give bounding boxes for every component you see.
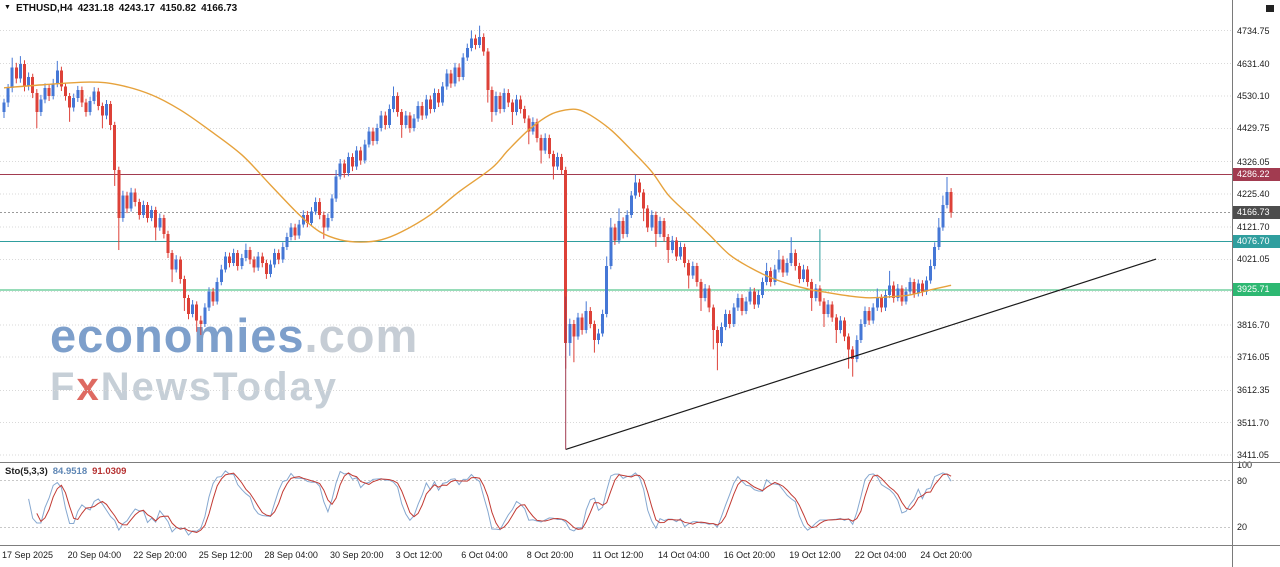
time-axis-label: 24 Oct 20:00 bbox=[920, 550, 972, 560]
time-axis-label: 22 Sep 20:00 bbox=[133, 550, 187, 560]
price-gridlines bbox=[0, 30, 1232, 456]
symbol-label: ETHUSD,H4 bbox=[15, 3, 73, 14]
time-axis-label: 17 Sep 2025 bbox=[2, 550, 54, 560]
price-tick-label: 3511.70 bbox=[1237, 417, 1269, 428]
time-axis-label: 20 Sep 04:00 bbox=[67, 550, 122, 560]
main-stoch-separator[interactable] bbox=[0, 462, 1280, 463]
low-value: 4150.82 bbox=[159, 3, 197, 14]
watermark: economies.com FxNewsToday bbox=[50, 312, 418, 407]
stoch-tick-label: 80 bbox=[1237, 475, 1248, 486]
moving-average-line[interactable] bbox=[3, 81, 952, 299]
price-tick-label: 3612.35 bbox=[1237, 385, 1270, 396]
high-value: 4243.17 bbox=[118, 3, 155, 14]
stochastic-label: Sto(5,3,3) bbox=[5, 466, 48, 477]
candles-series bbox=[2, 25, 953, 377]
price-tick-label: 4021.05 bbox=[1237, 254, 1270, 265]
time-axis-label: 19 Oct 12:00 bbox=[789, 550, 841, 560]
time-axis-label: 22 Oct 04:00 bbox=[854, 550, 907, 560]
price-tick-label: 4121.70 bbox=[1237, 222, 1270, 233]
watermark-subbrand-line: FxNewsToday bbox=[50, 367, 418, 407]
time-axis-label: 30 Sep 20:00 bbox=[330, 550, 384, 560]
price-tick-label: 4225.40 bbox=[1237, 188, 1270, 199]
stochastic-d-value: 91.0309 bbox=[92, 466, 127, 477]
watermark-sub-prefix: F bbox=[50, 365, 77, 409]
time-axis[interactable]: 17 Sep 2025 20 Sep 04:00 22 Sep 20:00 25 Se… bbox=[0, 546, 1232, 567]
watermark-sub-x: x bbox=[76, 365, 101, 409]
ohlc-readout: ▼ ETHUSD,H4 4231.18 4243.17 4150.82 4166.73 bbox=[4, 3, 242, 14]
price-tick-label: 4631.40 bbox=[1237, 58, 1270, 69]
time-axis-label: 16 Oct 20:00 bbox=[723, 550, 776, 560]
main-chart-canvas[interactable] bbox=[0, 0, 1232, 463]
price-tick-label: 3816.70 bbox=[1237, 319, 1270, 330]
price-badge-3925.71: 3925.71 bbox=[1233, 283, 1280, 297]
price-tick-label: 3716.05 bbox=[1237, 352, 1270, 363]
time-axis-label: 3 Oct 12:00 bbox=[395, 550, 443, 560]
stoch-timeaxis-separator[interactable] bbox=[0, 545, 1280, 546]
price-tick-label: 4326.05 bbox=[1237, 156, 1270, 167]
price-tick-label: 4530.10 bbox=[1237, 91, 1270, 102]
price-badge-4076.70: 4076.70 bbox=[1233, 234, 1280, 248]
price-axis[interactable]: 4734.75 4631.40 4530.10 4429.75 4326.05 4225.… bbox=[1232, 0, 1280, 567]
price-tick-label: 4734.75 bbox=[1237, 25, 1270, 36]
price-tick-label: 3411.05 bbox=[1237, 449, 1269, 460]
trendline-objects[interactable] bbox=[565, 229, 1157, 450]
watermark-brand: economies bbox=[50, 309, 305, 362]
time-axis-label: 8 Oct 20:00 bbox=[526, 550, 574, 560]
stoch-tick-label: 20 bbox=[1237, 522, 1248, 533]
stoch-tick-label: 100 bbox=[1237, 460, 1253, 470]
stochastic-readout: Sto(5,3,3) 84.9518 91.0309 bbox=[5, 466, 126, 477]
time-axis-label: 11 Oct 12:00 bbox=[592, 550, 644, 560]
watermark-brand-suffix: .com bbox=[304, 309, 419, 362]
time-axis-label: 28 Sep 04:00 bbox=[264, 550, 318, 560]
time-axis-label: 14 Oct 04:00 bbox=[658, 550, 710, 560]
watermark-sub-rest: NewsToday bbox=[100, 365, 339, 409]
price-tick-label: 4429.75 bbox=[1237, 123, 1270, 134]
time-axis-label: 6 Oct 04:00 bbox=[461, 550, 508, 560]
time-axis-label: 25 Sep 12:00 bbox=[198, 550, 253, 560]
stochastic-k-value: 84.9518 bbox=[52, 466, 88, 477]
stochastic-panel-canvas[interactable] bbox=[0, 463, 1232, 545]
price-badge-4286.22: 4286.22 bbox=[1233, 167, 1280, 181]
horizontal-level-lines[interactable] bbox=[0, 173, 1232, 291]
symbol-dropdown-icon[interactable]: ▼ bbox=[4, 4, 11, 11]
open-value: 4231.18 bbox=[77, 3, 114, 14]
ascending-trendline[interactable] bbox=[565, 258, 1157, 450]
close-value: 4166.73 bbox=[201, 3, 238, 14]
stoch-d-line bbox=[36, 472, 952, 533]
corner-marker bbox=[1266, 5, 1274, 12]
price-badge-4166.73: 4166.73 bbox=[1233, 206, 1280, 220]
watermark-brand-line: economies.com bbox=[50, 312, 418, 359]
